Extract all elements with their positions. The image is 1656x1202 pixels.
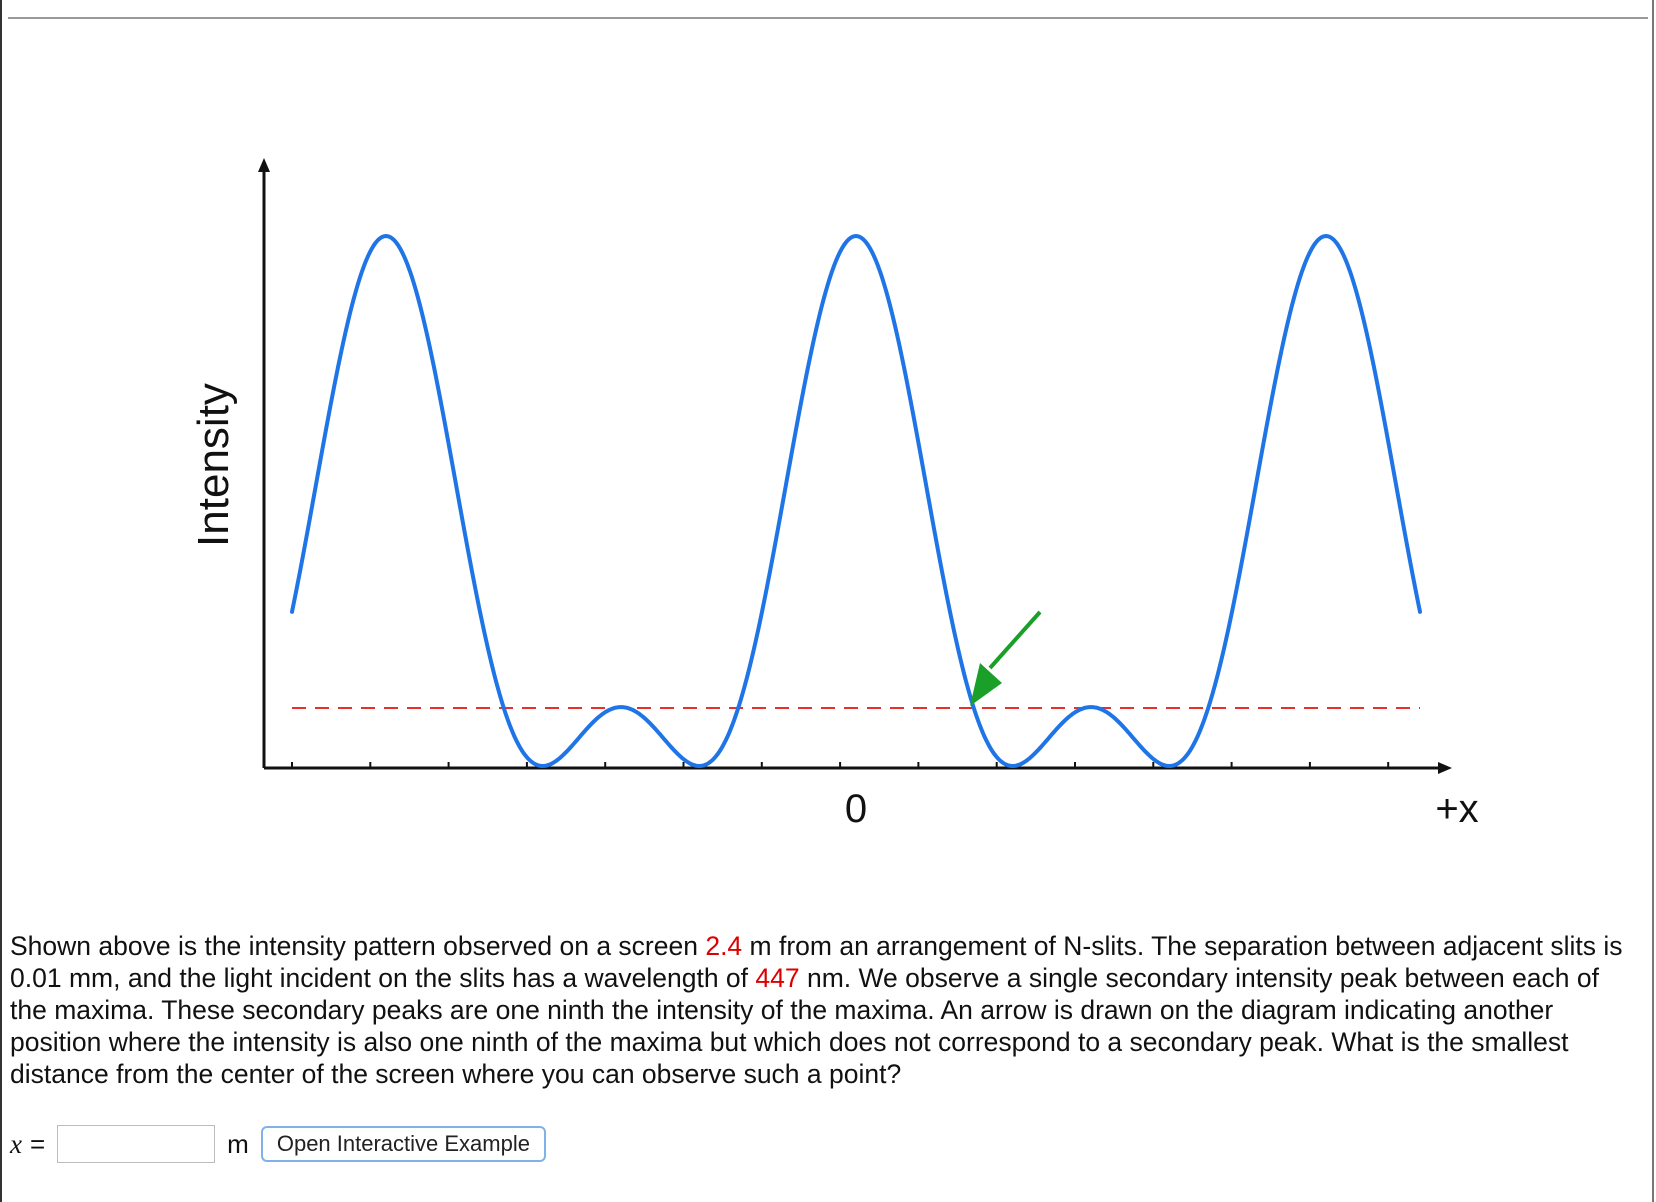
question-part-3: nm. We observe a single secondary intens… (10, 963, 1599, 1089)
y-axis-arrowhead (258, 158, 270, 172)
x-axis-arrowhead (1438, 762, 1452, 774)
x-origin-label: 0 (845, 787, 867, 831)
x-axis-end-label: +x (1435, 787, 1478, 831)
question-part-1: Shown above is the intensity pattern obs… (10, 931, 706, 961)
open-interactive-example-button[interactable]: Open Interactive Example (260, 1126, 546, 1162)
y-axis-label: Intensity (189, 383, 238, 547)
indicator-arrow-head (970, 663, 1002, 706)
question-part-2: m from an arrangement of N-slits. The se… (10, 931, 1623, 993)
answer-variable-label: x (10, 1128, 22, 1159)
intensity-curve (290, 234, 1422, 768)
top-divider (8, 17, 1648, 19)
indicator-arrow-shaft (988, 610, 1042, 670)
distance-value: 2.4 (705, 931, 743, 961)
answer-unit: m (227, 1128, 249, 1159)
x-axis-ticks (291, 762, 1390, 768)
answer-input[interactable] (57, 1125, 216, 1163)
equals-sign: = (29, 1128, 46, 1159)
wavelength-value: 447 (755, 963, 800, 993)
intensity-diagram: Intensity 0 +x (189, 158, 1479, 831)
question-text: Shown above is the intensity pattern obs… (10, 930, 1640, 1090)
answer-row: x = m Open Interactive Example (10, 1124, 546, 1164)
